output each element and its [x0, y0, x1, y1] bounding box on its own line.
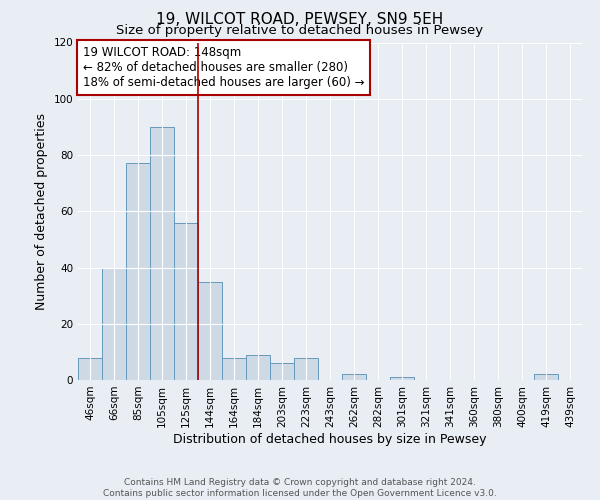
Bar	[102, 268, 126, 380]
Text: 19 WILCOT ROAD: 148sqm
← 82% of detached houses are smaller (280)
18% of semi-de: 19 WILCOT ROAD: 148sqm ← 82% of detached…	[83, 46, 365, 89]
Bar	[198, 282, 222, 380]
X-axis label: Distribution of detached houses by size in Pewsey: Distribution of detached houses by size …	[173, 432, 487, 446]
Bar	[294, 358, 318, 380]
Bar	[174, 222, 198, 380]
Bar	[150, 127, 174, 380]
Bar	[342, 374, 366, 380]
Bar	[534, 374, 558, 380]
Bar	[78, 358, 102, 380]
Text: Contains HM Land Registry data © Crown copyright and database right 2024.
Contai: Contains HM Land Registry data © Crown c…	[103, 478, 497, 498]
Bar	[270, 363, 294, 380]
Bar	[246, 354, 270, 380]
Bar	[126, 164, 150, 380]
Bar	[390, 377, 414, 380]
Text: 19, WILCOT ROAD, PEWSEY, SN9 5EH: 19, WILCOT ROAD, PEWSEY, SN9 5EH	[157, 12, 443, 28]
Bar	[222, 358, 246, 380]
Y-axis label: Number of detached properties: Number of detached properties	[35, 113, 48, 310]
Text: Size of property relative to detached houses in Pewsey: Size of property relative to detached ho…	[116, 24, 484, 37]
